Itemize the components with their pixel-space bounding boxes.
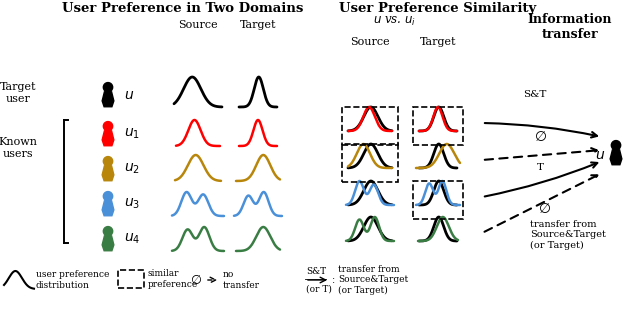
Circle shape (103, 83, 113, 92)
Text: similar
preference: similar preference (148, 269, 198, 289)
Text: user preference
distribution: user preference distribution (36, 270, 109, 290)
Text: S&T: S&T (524, 90, 547, 99)
Circle shape (103, 122, 113, 131)
Text: $u_{2}$: $u_{2}$ (124, 162, 140, 176)
Text: Information
transfer: Information transfer (528, 13, 612, 41)
Circle shape (103, 157, 113, 166)
Text: Target: Target (240, 20, 276, 30)
Text: Target
user: Target user (0, 82, 36, 104)
Text: $\emptyset$: $\emptyset$ (538, 202, 552, 216)
Text: T: T (536, 163, 543, 172)
Text: transfer: transfer (223, 281, 260, 290)
Text: $\emptyset$: $\emptyset$ (190, 273, 202, 287)
Polygon shape (610, 150, 622, 165)
Text: $u$ vs. $u_i$: $u$ vs. $u_i$ (374, 15, 417, 28)
Bar (118, 270, 144, 288)
Circle shape (611, 140, 621, 150)
Bar (413, 181, 463, 219)
Polygon shape (102, 92, 114, 107)
Text: $u$: $u$ (595, 148, 605, 162)
Text: $u_{4}$: $u_{4}$ (124, 232, 140, 246)
Text: Known
users: Known users (0, 137, 38, 158)
Polygon shape (102, 201, 114, 216)
Text: $u_{3}$: $u_{3}$ (124, 197, 140, 211)
Text: $u$: $u$ (124, 88, 134, 102)
Text: $\emptyset$: $\emptyset$ (534, 130, 547, 144)
Polygon shape (102, 131, 114, 146)
Text: (or T): (or T) (306, 285, 332, 294)
Text: User Preference Similarity: User Preference Similarity (339, 2, 536, 15)
Text: :: : (332, 275, 335, 285)
Bar (342, 144, 398, 182)
Text: S&T: S&T (306, 267, 326, 276)
Polygon shape (102, 236, 114, 251)
Text: transfer from
Source&Target
(or Target): transfer from Source&Target (or Target) (530, 220, 606, 250)
Text: Target: Target (420, 37, 456, 47)
Circle shape (103, 192, 113, 201)
Text: Source: Source (178, 20, 218, 30)
Bar (413, 107, 463, 145)
Text: Source: Source (350, 37, 390, 47)
Polygon shape (102, 166, 114, 181)
Text: no: no (223, 270, 234, 279)
Circle shape (103, 226, 113, 236)
Text: transfer from
Source&Target
(or Target): transfer from Source&Target (or Target) (338, 265, 408, 295)
Bar (342, 107, 398, 145)
Text: User Preference in Two Domains: User Preference in Two Domains (62, 2, 304, 15)
Text: $u_{1}$: $u_{1}$ (124, 127, 140, 141)
